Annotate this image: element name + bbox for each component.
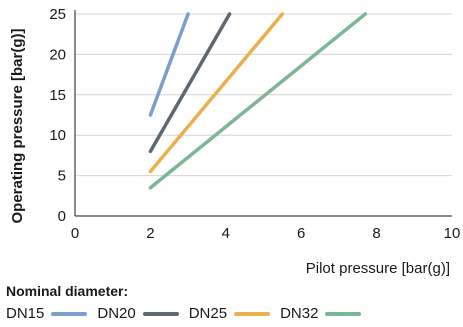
series-lines (148, 12, 368, 190)
legend-label: DN20 (97, 305, 136, 322)
legend-items: DN15 DN20 DN25 DN32 (6, 305, 458, 322)
legend: Nominal diameter: DN15 DN20 DN25 DN32 (6, 283, 458, 322)
legend-swatch (234, 311, 271, 316)
y-tick-label: 20 (49, 46, 66, 63)
y-axis-title: Operating pressure [bar(g)] (9, 28, 26, 223)
series-line-dn20 (148, 12, 232, 154)
legend-item-dn25: DN25 (188, 305, 271, 322)
x-axis-title: Pilot pressure [bar(g)] (306, 260, 450, 277)
axes (74, 10, 452, 217)
legend-item-dn32: DN32 (280, 305, 362, 322)
legend-swatch (325, 311, 362, 316)
legend-item-dn15: DN15 (6, 305, 88, 322)
y-tick-label: 15 (49, 87, 66, 104)
legend-label: DN15 (6, 305, 45, 322)
legend-swatch (51, 311, 88, 316)
x-tick-label: 6 (297, 225, 305, 242)
y-tick-labels: 0 5 10 15 20 25 (49, 6, 66, 225)
y-tick-label: 0 (58, 208, 66, 225)
y-tick-label: 5 (58, 168, 66, 185)
y-tick-label: 10 (49, 127, 66, 144)
series-line-dn32 (148, 12, 368, 190)
legend-swatch (142, 311, 179, 316)
x-tick-label: 10 (444, 225, 461, 242)
legend-label: DN25 (188, 305, 228, 322)
legend-item-dn20: DN20 (97, 305, 179, 322)
x-tick-label: 0 (71, 225, 79, 242)
chart: 0 5 10 15 20 25 0 2 4 6 8 10 Operating pressure [b… (9, 6, 461, 277)
y-tick-label: 25 (49, 6, 66, 23)
x-tick-label: 2 (146, 225, 154, 242)
legend-title: Nominal diameter: (6, 283, 129, 299)
legend-label: DN32 (280, 305, 319, 322)
x-tick-label: 4 (222, 225, 230, 242)
x-tick-label: 8 (372, 225, 380, 242)
x-tick-labels: 0 2 4 6 8 10 (71, 225, 461, 242)
series-line-dn15 (148, 12, 190, 117)
series-line-dn25 (148, 12, 285, 174)
